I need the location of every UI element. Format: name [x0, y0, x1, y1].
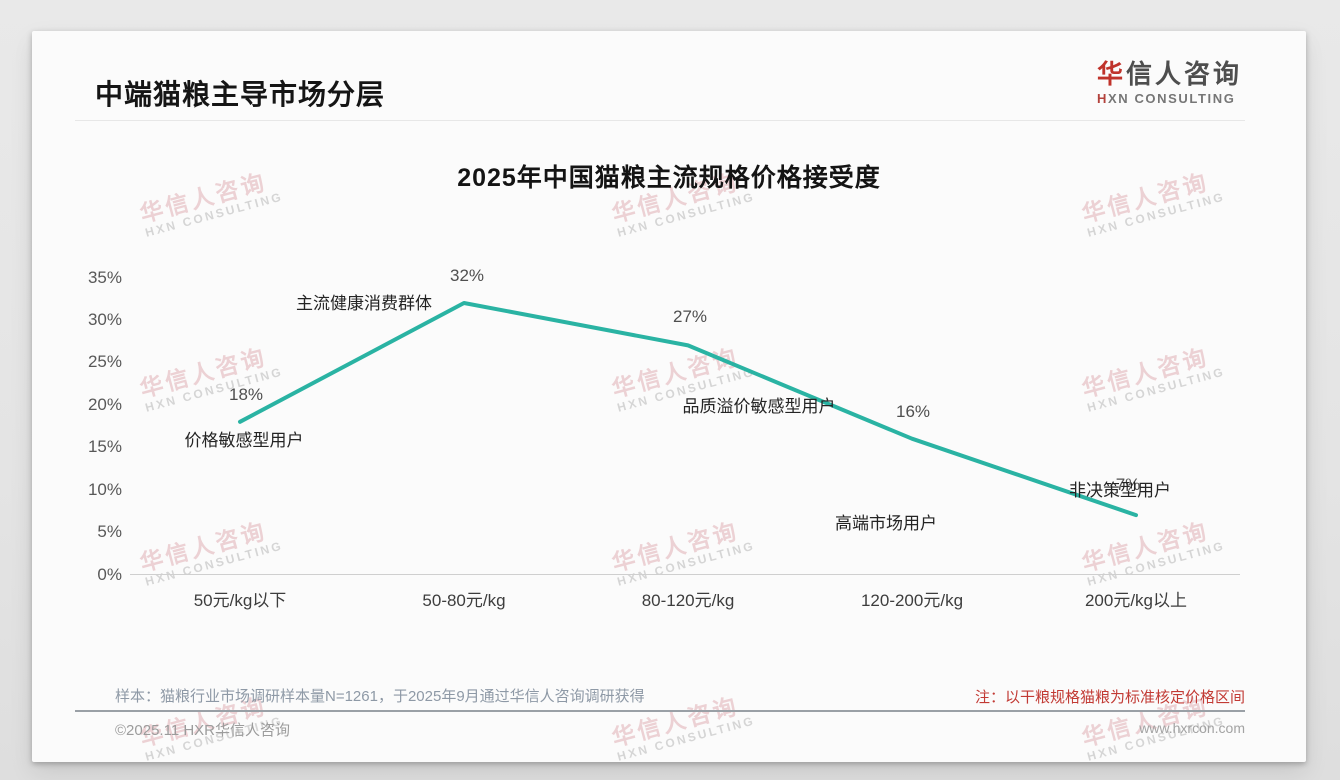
watermark-en: HXN CONSULTING: [615, 538, 757, 590]
watermark: 华信人咨询 HXN CONSULTING: [1079, 340, 1227, 416]
watermark-zh: 华信人咨询: [137, 343, 270, 403]
watermark-en: HXN CONSULTING: [1085, 364, 1227, 416]
watermark-en: HXN CONSULTING: [615, 189, 757, 241]
watermark-zh: 华信人咨询: [609, 517, 742, 577]
watermark: 华信人咨询 HXN CONSULTING: [137, 514, 285, 590]
page-title: 中端猫粮主导市场分层: [95, 79, 386, 110]
watermark: 华信人咨询 HXN CONSULTING: [1079, 514, 1227, 590]
watermark-en: HXN CONSULTING: [143, 189, 285, 241]
watermark: 华信人咨询 HXN CONSULTING: [137, 340, 285, 416]
report-card: 华信人咨询 HXN CONSULTING 华信人咨询 HXN CONSULTING …: [32, 31, 1306, 762]
watermark-zh: 华信人咨询: [609, 343, 742, 403]
brand-logo-en-rest: XN CONSULTING: [1107, 90, 1236, 106]
brand-logo-zh: 华信人咨询: [1096, 59, 1242, 90]
brand-logo-zh-accent: 华: [1096, 59, 1126, 89]
watermark-en: HXN CONSULTING: [1085, 538, 1227, 590]
brand-logo: 华信人咨询 HXN CONSULTING: [1096, 59, 1242, 106]
watermark-en: HXN CONSULTING: [1085, 189, 1227, 241]
watermark-en: HXN CONSULTING: [143, 364, 285, 416]
watermark: 华信人咨询 HXN CONSULTING: [609, 340, 757, 416]
copyright-text: ©2025.11 HXR华信人咨询: [115, 722, 290, 739]
brand-logo-zh-rest: 信人咨询: [1125, 59, 1242, 89]
header-divider: [75, 120, 1245, 121]
watermark-en: HXN CONSULTING: [615, 364, 757, 416]
watermark-zh: 华信人咨询: [137, 517, 270, 577]
chart-title: 2025年中国猫粮主流规格价格接受度: [457, 164, 881, 192]
watermark-en: HXN CONSULTING: [615, 713, 757, 762]
watermark: 华信人咨询 HXN CONSULTING: [609, 514, 757, 590]
brand-logo-en: HXN CONSULTING: [1097, 91, 1242, 106]
price-note: 注：以干粮规格猫粮为标准核定价格区间: [974, 689, 1245, 706]
watermark-zh: 华信人咨询: [1079, 343, 1212, 403]
website-url: www.hxrcon.com: [1139, 720, 1245, 736]
footer-divider: [75, 710, 1245, 712]
watermark-zh: 华信人咨询: [1079, 517, 1212, 577]
watermark-en: HXN CONSULTING: [143, 538, 285, 590]
brand-logo-en-accent: H: [1096, 90, 1108, 106]
sample-footnote: 样本：猫粮行业市场调研样本量N=1261，于2025年9月通过华信人咨询调研获得: [115, 688, 645, 705]
